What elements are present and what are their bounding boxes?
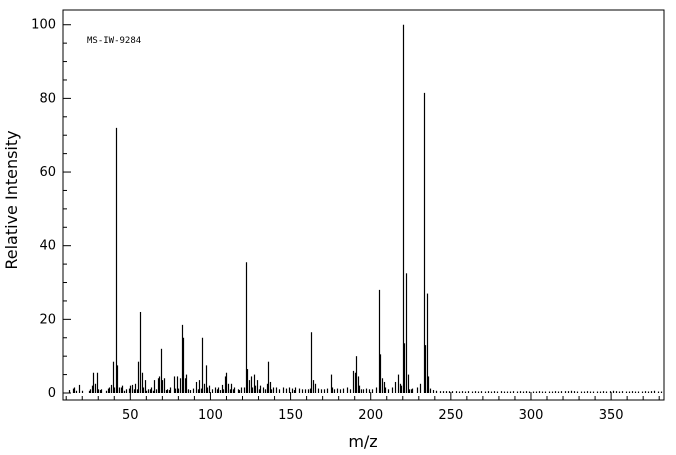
x-tick-label: 250 — [438, 408, 463, 423]
x-axis: 50 100 150 200 250 300 350 — [65, 392, 660, 423]
x-tick-label: 350 — [599, 408, 624, 423]
y-tick-label: 100 — [31, 18, 56, 33]
y-tick-label: 20 — [39, 312, 56, 327]
y-axis-label: Relative Intensity — [2, 130, 21, 269]
y-tick-label: 60 — [39, 165, 56, 180]
y-tick-label: 40 — [39, 239, 56, 254]
y-tick-label: 0 — [48, 386, 56, 401]
x-tick-label: 100 — [198, 408, 223, 423]
peak-series — [68, 24, 663, 393]
x-tick-label: 200 — [358, 408, 383, 423]
spectrum-id-annotation: MS-IW-9284 — [87, 36, 141, 46]
plot-frame — [62, 9, 665, 401]
y-tick-label: 80 — [39, 91, 56, 106]
x-tick-label: 50 — [122, 408, 139, 423]
x-axis-label: m/z — [348, 432, 377, 451]
x-tick-label: 300 — [519, 408, 544, 423]
x-tick-label: 150 — [278, 408, 303, 423]
y-axis: 0 20 40 60 80 100 — [31, 18, 71, 401]
